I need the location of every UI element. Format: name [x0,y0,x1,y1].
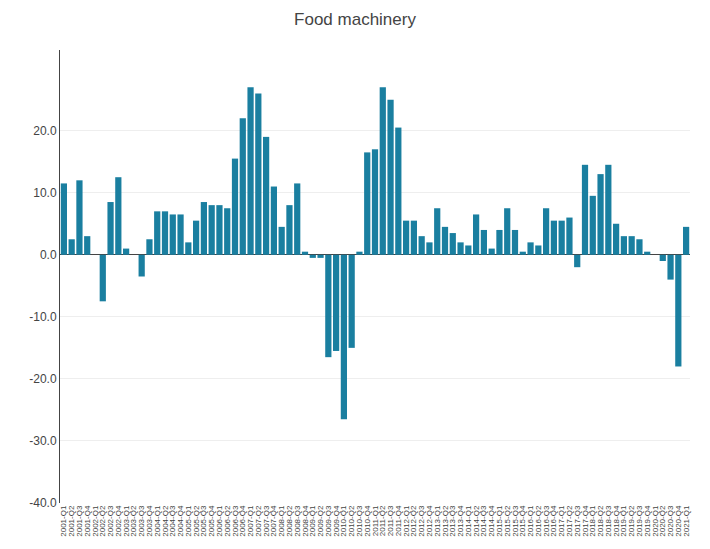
svg-text:2019-Q1: 2019-Q1 [619,505,628,537]
svg-text:2003-Q3: 2003-Q3 [137,505,146,537]
svg-text:-10.0: -10.0 [29,310,57,324]
svg-text:2020-Q4: 2020-Q4 [674,505,683,537]
svg-text:2011-Q2: 2011-Q2 [378,505,387,536]
svg-text:2009-Q2: 2009-Q2 [316,505,325,537]
svg-text:2015-Q1: 2015-Q1 [495,505,504,537]
svg-text:2016-Q2: 2016-Q2 [534,505,543,537]
svg-text:2003-Q1: 2003-Q1 [122,505,131,537]
svg-text:2017-Q4: 2017-Q4 [581,505,590,537]
svg-text:2005-Q4: 2005-Q4 [207,505,216,537]
svg-text:2016-Q3: 2016-Q3 [542,505,551,537]
svg-text:2021-Q1: 2021-Q1 [682,505,691,537]
svg-text:2004-Q2: 2004-Q2 [161,505,170,537]
svg-text:2019-Q4: 2019-Q4 [643,505,652,537]
svg-text:2005-Q1: 2005-Q1 [184,505,193,537]
svg-text:2011-Q1: 2011-Q1 [371,505,380,536]
svg-text:2007-Q1: 2007-Q1 [246,505,255,537]
svg-text:2006-Q2: 2006-Q2 [223,505,232,537]
svg-text:2002-Q1: 2002-Q1 [91,505,100,537]
svg-text:2014-Q4: 2014-Q4 [487,505,496,537]
svg-text:Food machinery: Food machinery [294,10,416,29]
svg-text:2006-Q1: 2006-Q1 [215,505,224,537]
svg-text:2003-Q2: 2003-Q2 [129,505,138,537]
svg-text:2006-Q4: 2006-Q4 [238,505,247,537]
svg-text:2005-Q3: 2005-Q3 [199,505,208,537]
svg-text:2012-Q2: 2012-Q2 [409,505,418,537]
svg-text:20.0: 20.0 [33,124,57,138]
svg-text:2012-Q1: 2012-Q1 [402,505,411,537]
svg-text:2015-Q4: 2015-Q4 [518,505,527,537]
svg-text:2014-Q1: 2014-Q1 [464,505,473,537]
svg-text:2017-Q2: 2017-Q2 [565,505,574,537]
svg-text:2018-Q4: 2018-Q4 [612,505,621,537]
svg-text:2020-Q3: 2020-Q3 [666,505,675,537]
svg-text:2013-Q4: 2013-Q4 [456,505,465,537]
svg-text:2004-Q1: 2004-Q1 [153,505,162,537]
svg-text:2010-Q3: 2010-Q3 [355,505,364,537]
svg-text:2001-Q3: 2001-Q3 [75,505,84,537]
svg-text:2009-Q3: 2009-Q3 [324,505,333,537]
svg-text:2007-Q2: 2007-Q2 [254,505,263,537]
svg-text:10.0: 10.0 [33,186,57,200]
svg-text:2011-Q3: 2011-Q3 [386,505,395,536]
svg-text:2001-Q4: 2001-Q4 [83,505,92,537]
svg-text:-20.0: -20.0 [29,372,57,386]
svg-text:2012-Q3: 2012-Q3 [417,505,426,537]
svg-text:2014-Q2: 2014-Q2 [472,505,481,537]
svg-text:2008-Q2: 2008-Q2 [285,505,294,537]
svg-text:-30.0: -30.0 [29,434,57,448]
svg-text:2012-Q4: 2012-Q4 [425,505,434,537]
svg-text:2002-Q3: 2002-Q3 [106,505,115,537]
svg-text:2004-Q3: 2004-Q3 [168,505,177,537]
svg-text:2004-Q4: 2004-Q4 [176,505,185,537]
svg-text:2006-Q3: 2006-Q3 [231,505,240,537]
svg-text:2009-Q4: 2009-Q4 [332,505,341,537]
svg-text:2018-Q3: 2018-Q3 [604,505,613,537]
svg-text:2005-Q2: 2005-Q2 [192,505,201,537]
svg-text:2007-Q4: 2007-Q4 [269,505,278,537]
svg-text:2008-Q4: 2008-Q4 [301,505,310,537]
svg-text:2002-Q2: 2002-Q2 [98,505,107,537]
svg-text:2003-Q4: 2003-Q4 [145,505,154,537]
svg-text:2015-Q3: 2015-Q3 [511,505,520,537]
svg-text:2014-Q3: 2014-Q3 [479,505,488,537]
svg-text:2019-Q2: 2019-Q2 [627,505,636,537]
svg-text:2010-Q4: 2010-Q4 [363,505,372,537]
svg-text:2020-Q1: 2020-Q1 [651,505,660,537]
svg-text:2018-Q1: 2018-Q1 [588,505,597,537]
svg-text:2010-Q1: 2010-Q1 [339,505,348,537]
svg-text:2018-Q2: 2018-Q2 [596,505,605,537]
svg-text:2019-Q3: 2019-Q3 [635,505,644,537]
svg-text:2013-Q1: 2013-Q1 [433,505,442,537]
svg-text:2001-Q2: 2001-Q2 [67,505,76,537]
svg-text:2016-Q4: 2016-Q4 [549,505,558,537]
svg-text:2013-Q2: 2013-Q2 [441,505,450,537]
svg-text:2010-Q2: 2010-Q2 [347,505,356,537]
svg-text:2009-Q1: 2009-Q1 [308,505,317,537]
svg-text:2017-Q3: 2017-Q3 [573,505,582,537]
svg-text:2015-Q2: 2015-Q2 [503,505,512,537]
svg-text:2002-Q4: 2002-Q4 [114,505,123,537]
svg-text:2013-Q3: 2013-Q3 [448,505,457,537]
svg-text:2001-Q1: 2001-Q1 [59,505,68,537]
svg-text:2020-Q2: 2020-Q2 [658,505,667,537]
svg-text:2017-Q1: 2017-Q1 [557,505,566,537]
svg-text:-40.0: -40.0 [29,496,57,510]
svg-text:2008-Q1: 2008-Q1 [277,505,286,537]
svg-text:2007-Q3: 2007-Q3 [262,505,271,537]
svg-text:2016-Q1: 2016-Q1 [526,505,535,537]
svg-text:0.0: 0.0 [40,248,57,262]
svg-text:2011-Q4: 2011-Q4 [394,505,403,536]
svg-text:2008-Q3: 2008-Q3 [293,505,302,537]
